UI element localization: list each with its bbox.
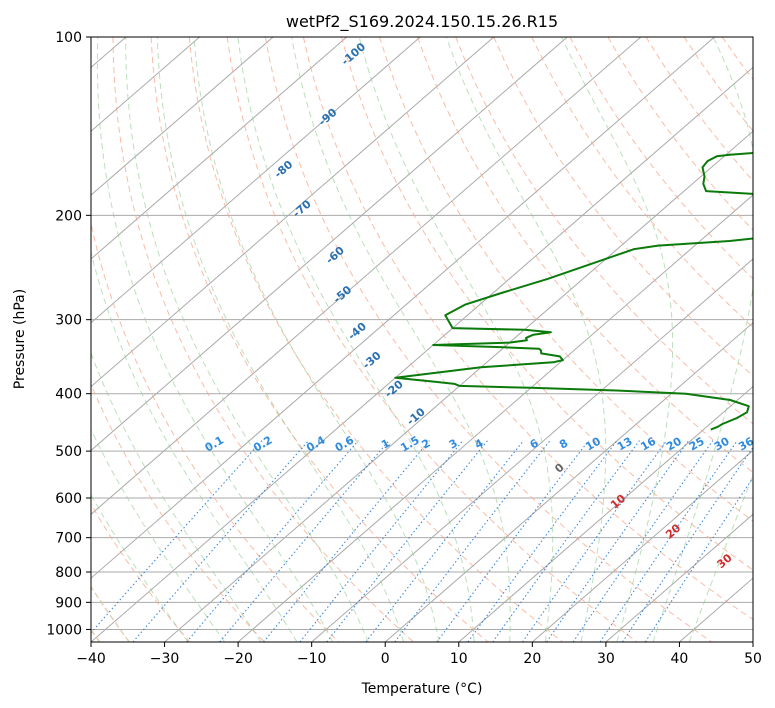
mixing-ratio-line [622, 446, 753, 642]
x-tick-label: −30 [150, 651, 180, 667]
y-tick-label: 800 [55, 565, 82, 581]
isotherm-line [91, 37, 421, 324]
moist-adiabat-line [91, 428, 226, 642]
mixing-ratio-line [467, 440, 618, 642]
y-tick-label: 1000 [46, 622, 82, 638]
chart-title: wetPf2_S169.2024.150.15.26.R15 [286, 12, 558, 32]
y-tick-label: 300 [55, 313, 82, 329]
moist-adiabat-line [96, 37, 334, 642]
y-axis-label: Pressure (hPa) [12, 289, 28, 389]
dry-adiabat-line [150, 37, 489, 642]
isotherm-line [605, 513, 753, 642]
dry-adiabat-line [91, 383, 265, 642]
isotherm-line [91, 37, 715, 579]
mixing-ratio-line [572, 440, 714, 642]
moist-adiabat-line [358, 37, 554, 642]
dewpoint-profile-line [394, 152, 753, 431]
isotherm-line [91, 37, 568, 452]
moist-adiabat-line [652, 37, 753, 642]
dry-adiabat-line [188, 37, 563, 642]
moist-adiabat-line [156, 37, 405, 642]
mixing-ratio-line [365, 440, 524, 642]
y-tick-label: 600 [55, 491, 82, 507]
moist-adiabat-line [445, 37, 607, 642]
y-axis-ticks: 100 200 300 400 500 600 700 800 900 1000 [46, 30, 91, 638]
dry-adiabat-line [531, 37, 753, 329]
isotherm-line [458, 385, 753, 642]
x-tick-label: −20 [223, 651, 253, 667]
mixing-ratio-line [91, 440, 263, 634]
x-tick-label: 20 [523, 651, 541, 667]
mixing-ratio-line [644, 476, 753, 642]
moist-adiabat-line [193, 37, 440, 642]
isotherm-line [311, 258, 753, 642]
moist-adiabat-line [237, 37, 475, 642]
isotherm-line [164, 130, 753, 642]
x-tick-label: 0 [381, 651, 390, 667]
moist-adiabat-line [291, 37, 511, 642]
dry-adiabat-line [341, 37, 753, 571]
isotherm-line [531, 449, 753, 642]
background-lines [91, 37, 753, 642]
x-tick-label: 10 [450, 651, 468, 667]
mixing-ratio-line [263, 440, 430, 642]
x-axis-ticks: −40 −30 −20 −10 0 10 20 30 40 50 [76, 642, 762, 667]
x-tick-label: 50 [744, 651, 762, 667]
mixing-ratio-line [546, 440, 690, 642]
moist-adiabat-line [91, 250, 298, 642]
isotherm-line [91, 37, 642, 515]
dry-adiabat-line [226, 37, 638, 642]
mixing-ratio-line [492, 440, 640, 642]
moist-adiabat-line [91, 351, 262, 642]
x-tick-label: 40 [671, 651, 689, 667]
y-tick-label: 500 [55, 444, 82, 460]
y-tick-label: 400 [55, 387, 82, 403]
isotherm-line [91, 37, 495, 388]
plot-frame [90, 36, 754, 643]
mixing-ratio-line [299, 440, 464, 642]
dry-adiabat-line [493, 37, 753, 377]
moist-adiabat-line [688, 473, 753, 642]
mixing-ratio-line [599, 440, 738, 642]
dry-adiabat-line [417, 37, 753, 474]
dry-adiabat-line [91, 503, 191, 642]
dry-adiabat-line [112, 37, 414, 642]
x-axis-label: Temperature (°C) [361, 681, 483, 697]
y-tick-label: 100 [55, 30, 82, 46]
x-tick-label: −40 [76, 651, 106, 667]
moist-adiabat-line [561, 37, 674, 642]
x-tick-label: −10 [297, 651, 327, 667]
y-tick-label: 200 [55, 208, 82, 224]
moist-adiabat-line [91, 493, 189, 642]
x-tick-label: 30 [597, 651, 615, 667]
isotherm-line [91, 66, 753, 642]
y-tick-label: 900 [55, 595, 82, 611]
y-tick-label: 700 [55, 531, 82, 547]
profiles [394, 152, 753, 431]
mixing-ratio-line [132, 440, 310, 642]
isotherm-line [91, 37, 274, 196]
dry-adiabat-line [91, 221, 340, 642]
dry-adiabat-line [264, 37, 713, 642]
isotherm-line [237, 194, 753, 642]
isotherm-line [384, 322, 753, 642]
isotherm-line [91, 37, 348, 260]
moist-adiabat-line [125, 37, 369, 642]
mixing-ratio-label: 36 [736, 434, 756, 453]
